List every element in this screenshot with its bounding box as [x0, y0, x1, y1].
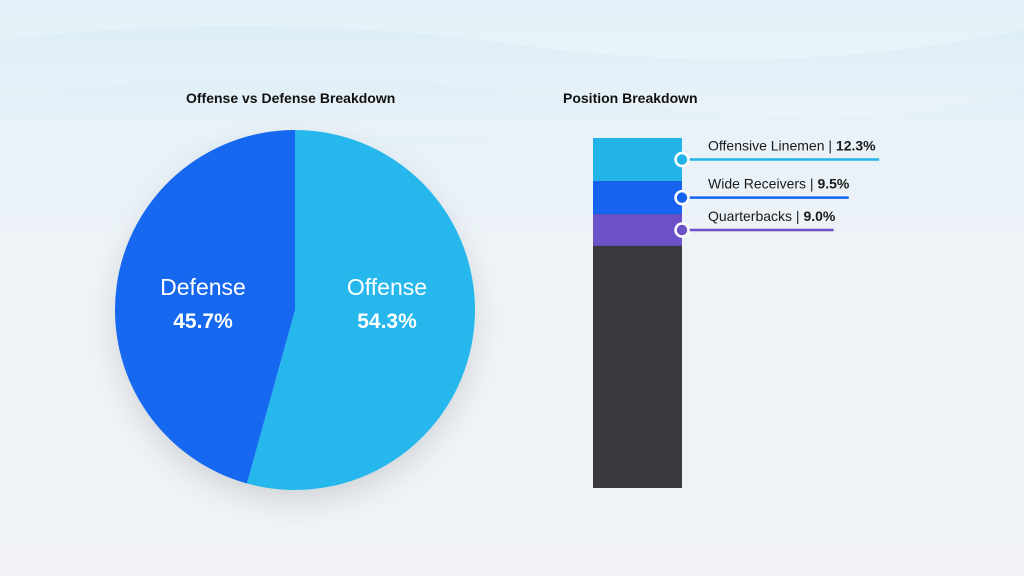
pie-slice-offense	[246, 130, 475, 491]
pie-labels: Offense 54.3% Defense 45.7%	[160, 274, 427, 333]
bar-label-name: Wide Receivers	[708, 176, 806, 192]
callout-dot-quarterbacks	[674, 222, 690, 238]
pie-value-defense: 45.7%	[173, 310, 233, 333]
bar-label-separator: |	[806, 176, 817, 192]
bar-segment-quarterbacks	[593, 214, 682, 246]
pie-label-offense: Offense	[347, 274, 427, 300]
callout-dot-wide-receivers	[674, 189, 690, 206]
callout-dot-offensive-linemen	[674, 151, 690, 168]
bar-label-separator: |	[824, 138, 835, 154]
pie-label-defense: Defense	[160, 274, 246, 300]
bar-segment-offensive-linemen	[593, 138, 682, 182]
bar-label-value: 12.3%	[836, 138, 876, 154]
pie-chart-title: Offense vs Defense Breakdown	[186, 90, 396, 106]
pie-slice-defense	[115, 130, 296, 484]
bar-callouts: Offensive Linemen | 12.3% Wide Receivers …	[674, 138, 880, 238]
bar-label-name: Offensive Linemen	[708, 138, 824, 154]
bar-label-wide-receivers: Wide Receivers | 9.5%	[708, 176, 850, 192]
bar-segment-wide-receivers	[593, 181, 682, 215]
bar-chart-title: Position Breakdown	[563, 90, 698, 106]
stacked-bar-chart	[593, 138, 682, 488]
bar-label-offensive-linemen: Offensive Linemen | 12.3%	[708, 138, 876, 154]
pie-chart	[115, 130, 475, 491]
bar-label-value: 9.5%	[817, 176, 849, 192]
bar-label-name: Quarterbacks	[708, 208, 792, 224]
bar-label-value: 9.0%	[803, 208, 835, 224]
bar-label-quarterbacks: Quarterbacks | 9.0%	[708, 208, 836, 224]
pie-value-offense: 54.3%	[357, 310, 417, 333]
bar-label-separator: |	[792, 208, 803, 224]
